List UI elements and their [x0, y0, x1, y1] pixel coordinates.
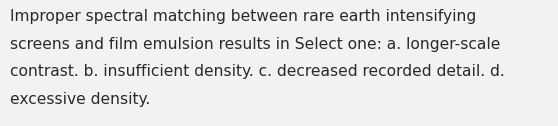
Text: excessive density.: excessive density. [10, 92, 150, 107]
Text: screens and film emulsion results in Select one: a. longer-scale: screens and film emulsion results in Sel… [10, 37, 501, 52]
Text: contrast. b. insufficient density. c. decreased recorded detail. d.: contrast. b. insufficient density. c. de… [10, 64, 505, 79]
Text: Improper spectral matching between rare earth intensifying: Improper spectral matching between rare … [10, 9, 477, 24]
